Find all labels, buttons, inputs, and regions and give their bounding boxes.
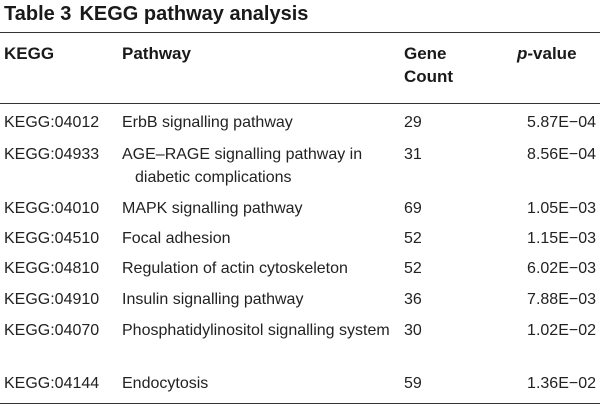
p-value-cell: 7.88E−03 [527,291,596,308]
kegg-id-cell: KEGG:04810 [4,260,100,277]
gene-count-cell: 52 [404,260,422,277]
gene-count-cell: 59 [404,375,422,392]
p-value-suffix: -value [527,44,577,63]
p-value-cell: 1.05E−03 [527,200,596,217]
pathway-cell: MAPK signalling pathway [122,200,303,217]
p-value-cell: 6.02E−03 [527,260,596,277]
kegg-id-cell: KEGG:04933 [4,146,100,163]
p-value-cell: 1.15E−03 [527,230,596,247]
kegg-id-cell: KEGG:04910 [4,291,100,308]
gene-count-cell: 29 [404,114,422,131]
pathway-cell: Focal adhesion [122,230,231,247]
column-header-pathway: Pathway [122,44,191,63]
table-caption: Table 3 KEGG pathway analysis [4,2,308,26]
kegg-id-cell: KEGG:04510 [4,230,100,247]
pathway-cell: Regulation of actin cytoskeleton [122,260,348,277]
column-header-p-value: p-value [517,42,577,65]
p-value-cell: 1.36E−02 [527,375,596,392]
p-value-cell: 5.87E−04 [527,114,596,131]
table-bottom-rule [0,403,600,404]
p-value-cell: 8.56E−04 [527,146,596,163]
gene-count-cell: 69 [404,200,422,217]
pathway-cell: Insulin signalling pathway [122,291,304,308]
table-label: Table 3 [4,3,72,25]
p-value-cell: 1.02E−02 [527,322,596,339]
kegg-id-cell: KEGG:04144 [4,375,100,392]
header-rule [0,103,600,104]
kegg-id-cell: KEGG:04070 [4,322,100,339]
gene-count-cell: 52 [404,230,422,247]
pathway-cell: Endocytosis [122,375,209,392]
table-top-rule [0,32,600,33]
kegg-id-cell: KEGG:04010 [4,200,100,217]
gene-count-cell: 31 [404,146,422,163]
column-header-kegg: KEGG [4,44,55,63]
table-title: KEGG pathway analysis [79,3,309,25]
gene-count-cell: 30 [404,322,422,339]
p-value-italic-p: p [517,44,528,63]
pathway-cell: ErbB signalling pathway [122,114,293,131]
gene-count-cell: 36 [404,291,422,308]
pathway-cell: AGE–RAGE signalling pathway in diabetic … [122,146,363,186]
pathway-cell: Phosphatidylinositol signalling system [122,322,390,339]
column-header-gene-count: Gene Count [404,44,454,86]
kegg-id-cell: KEGG:04012 [4,114,100,131]
